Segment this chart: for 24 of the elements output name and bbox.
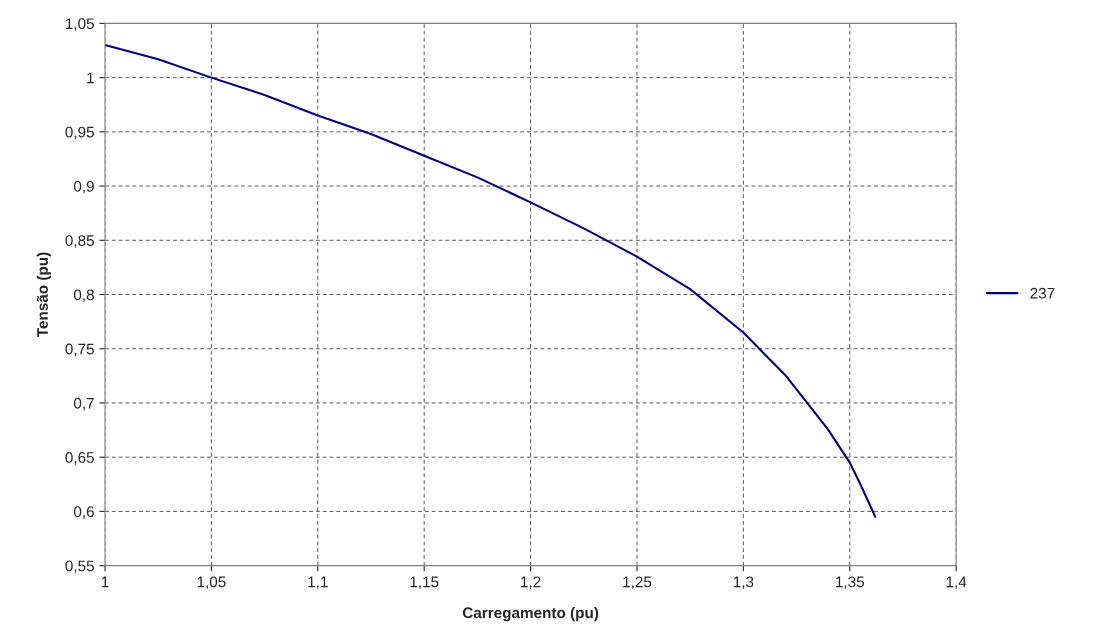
- x-tick-label: 1,05: [197, 576, 226, 590]
- y-tick-label: 0,55: [65, 560, 94, 574]
- y-tick-label: 0,65: [65, 452, 94, 465]
- x-axis-title: Carregamento (pu): [462, 606, 599, 622]
- x-tick-label: 1,2: [521, 576, 541, 590]
- y-tick-label: 1: [87, 72, 94, 84]
- y-tick-label: 0,95: [65, 126, 94, 140]
- y-tick-label: 1,05: [66, 18, 94, 31]
- x-tick-label: 1,4: [946, 576, 967, 590]
- legend-label: 237: [1030, 287, 1055, 299]
- x-tick-label: 1,1: [308, 576, 328, 590]
- y-tick-label: 0,8: [73, 289, 94, 302]
- x-tick-label: 1,25: [623, 576, 652, 590]
- y-tick-label: 0,7: [73, 397, 94, 411]
- y-tick-label: 0,9: [73, 180, 94, 194]
- line-series: [105, 44, 877, 518]
- y-tick-label: 0,85: [65, 235, 94, 248]
- y-tick-label: 0,75: [65, 343, 94, 357]
- x-tick-label: 1,15: [410, 576, 439, 590]
- y-tick-label: 0,6: [73, 506, 94, 519]
- x-tick-label: 1: [101, 576, 109, 588]
- x-tick-label: 1,3: [733, 576, 754, 590]
- y-axis-title: Tensão (pu): [36, 252, 51, 338]
- x-tick-label: 1,35: [836, 576, 864, 590]
